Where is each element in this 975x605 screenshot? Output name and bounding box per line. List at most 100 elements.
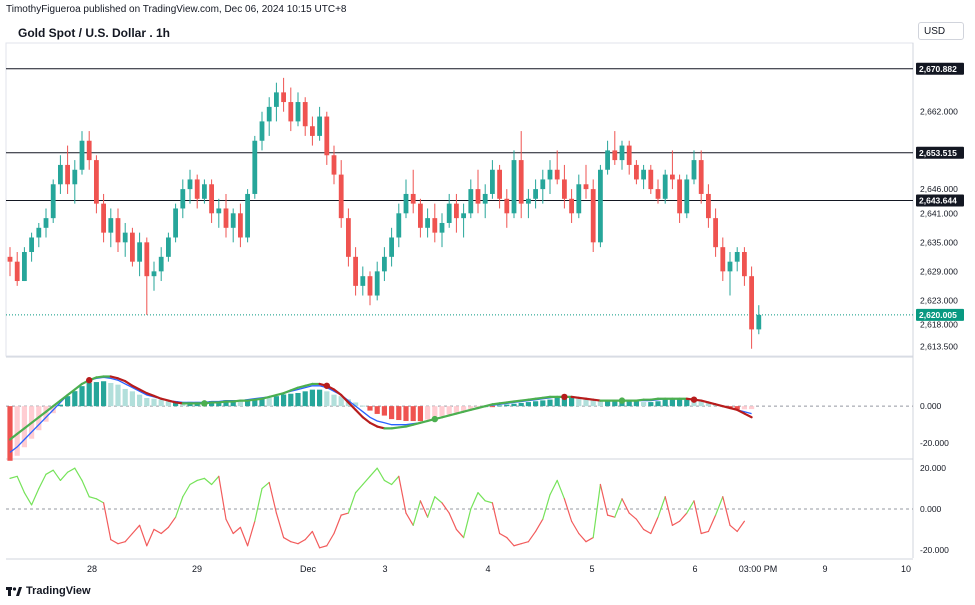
osc-line-segment xyxy=(506,536,515,547)
price-tick-label: 2,629.000 xyxy=(920,266,958,276)
osc-line-segment xyxy=(66,467,76,473)
candle-body xyxy=(94,160,99,204)
candle-body xyxy=(454,203,459,219)
signal-line-segment xyxy=(455,410,465,415)
osc-line-segment xyxy=(268,481,277,514)
candle-body xyxy=(22,252,27,282)
osc-line-segment xyxy=(81,479,90,498)
osc-line-segment xyxy=(333,514,342,535)
macd-histogram-bar xyxy=(266,397,272,407)
candle-body xyxy=(504,198,510,214)
macd-histogram-bar xyxy=(216,401,222,407)
candle-body xyxy=(209,184,214,214)
candle-body xyxy=(230,213,236,228)
osc-line-segment xyxy=(167,516,177,528)
macd-histogram-bar xyxy=(309,389,315,407)
time-axis[interactable]: 28 29 Dec 3 4 5 6 03:00 PM 9 10 xyxy=(87,564,911,574)
macd-histogram-bar xyxy=(734,406,740,410)
price-tick-label: 2,646.000 xyxy=(920,184,958,194)
signal-line-segment xyxy=(505,400,516,404)
candle-body xyxy=(295,102,301,122)
currency-selector[interactable]: USD xyxy=(918,22,964,40)
osc-line-segment xyxy=(290,541,299,545)
signal-line-segment xyxy=(268,393,278,398)
osc-line-segment xyxy=(455,528,465,539)
macd-histogram-bar xyxy=(288,393,294,407)
cross-marker xyxy=(201,400,208,407)
cross-marker xyxy=(323,382,330,389)
signal-line-segment xyxy=(491,402,501,406)
osc-line-segment xyxy=(297,539,306,545)
macd-histogram-bar xyxy=(569,397,575,407)
signal-line-segment xyxy=(649,397,660,401)
osc-line-segment xyxy=(182,483,191,498)
macd-histogram-bar xyxy=(374,406,380,414)
candle-body xyxy=(101,203,106,233)
level-label-bg xyxy=(916,146,964,159)
macd-histogram-bar xyxy=(533,401,539,407)
candle-body xyxy=(122,232,128,243)
signal-line-segment xyxy=(23,421,33,430)
osc-line-segment xyxy=(369,467,378,477)
footer-brand[interactable]: TradingView xyxy=(6,585,91,597)
osc-line-segment xyxy=(247,520,256,547)
time-tick-label: 03:00 PM xyxy=(739,564,778,574)
osc-line-segment xyxy=(606,514,616,518)
candle-body xyxy=(43,218,49,228)
osc-line-segment xyxy=(513,543,522,547)
candle-body xyxy=(194,179,200,199)
signal-line-segment xyxy=(462,408,472,413)
signal-line-segment xyxy=(469,406,480,411)
signal-line-segment xyxy=(253,397,264,401)
candle-body xyxy=(403,193,409,214)
macd-histogram-bar xyxy=(561,397,567,407)
price-scale[interactable]: 2,670.882 2,653.515 2,643.644 2,613.500 2,61… xyxy=(916,62,964,555)
price-tick-label: 2,662.000 xyxy=(920,107,958,117)
macd-histogram-bar xyxy=(317,389,323,407)
osc-line-segment xyxy=(117,541,126,545)
candle-body xyxy=(65,164,70,185)
signal-line-segment xyxy=(476,405,487,410)
signal-line-segment xyxy=(37,410,48,419)
osc-line-segment xyxy=(362,475,371,486)
signal-line-segment xyxy=(30,416,40,424)
level-label-bg xyxy=(916,62,964,75)
macd-histogram-bar xyxy=(504,404,510,407)
osc-line-segment xyxy=(477,492,486,502)
cross-marker xyxy=(618,397,626,404)
signal-line-segment xyxy=(390,426,400,430)
candle-body xyxy=(50,184,56,219)
cross-marker xyxy=(561,393,568,401)
candle-body xyxy=(720,247,726,272)
time-tick-label: 9 xyxy=(822,564,827,574)
candle-body xyxy=(605,150,610,170)
macd-histogram-bar xyxy=(281,394,287,407)
osc-line-segment xyxy=(74,467,83,482)
osc-line-segment xyxy=(110,539,119,545)
candle-body xyxy=(590,189,596,243)
osc-line-segment xyxy=(678,512,688,522)
osc-line-segment xyxy=(376,467,385,482)
signal-line-segment xyxy=(354,408,364,419)
candle-body xyxy=(238,213,243,238)
macd-histogram-bar xyxy=(396,406,402,421)
macd-histogram-bar xyxy=(324,391,330,407)
osc-line-segment xyxy=(642,528,652,535)
price-pane-border xyxy=(5,42,914,357)
candle-body xyxy=(475,189,481,204)
candle-body xyxy=(137,242,142,262)
macd-histogram-bar xyxy=(641,402,647,407)
candle-body xyxy=(626,145,632,165)
osc-line-segment xyxy=(131,524,141,535)
candle-body xyxy=(331,155,337,175)
signal-line-segment xyxy=(260,395,271,400)
candle-body xyxy=(374,271,380,296)
candle-body xyxy=(468,189,474,214)
signal-line-segment xyxy=(440,414,451,419)
osc-line-segment xyxy=(434,496,443,504)
osc-line-segment xyxy=(124,532,133,543)
osc-line-segment xyxy=(599,483,609,516)
candle-body xyxy=(742,252,747,277)
signal-line-segment xyxy=(232,399,242,403)
